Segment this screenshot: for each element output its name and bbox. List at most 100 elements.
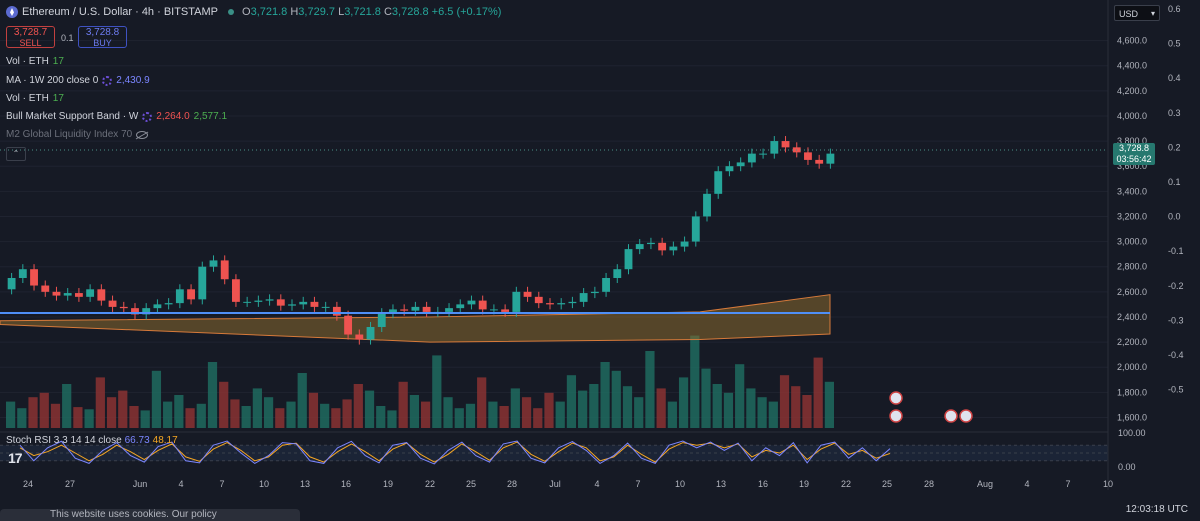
stoch-d-line [19,441,891,463]
volume-bar [667,401,677,428]
stoch-rsi-legend[interactable]: Stoch RSI 3 3 14 14 close 66.73 48.17 [6,435,178,446]
tradingview-logo[interactable]: 17 [8,450,23,466]
volume-bar [331,408,341,428]
secondary-tick-label: 0.3 [1168,108,1181,118]
time-tick-label: 28 [924,479,934,489]
volume-bar [690,335,700,428]
ohlc-values: O3,721.8 H3,729.7 L3,721.8 C3,728.8 +6.5… [242,6,502,18]
time-tick-label: 7 [635,479,640,489]
candle-body [826,153,835,164]
volume-bar [656,388,666,428]
candle-body [478,300,487,310]
indicator-bull-band[interactable]: Bull Market Support Band · W 2,264.0 2,5… [6,111,228,122]
candle-body [232,279,240,302]
candle-body [97,289,106,301]
volume-bar [342,399,352,428]
indicator-volume[interactable]: Vol · ETH 17 [6,56,64,67]
candle-body [119,306,128,309]
indicator-volume-2[interactable]: Vol · ETH 17 [6,93,64,104]
candle-body [52,291,61,296]
candle-body [691,216,700,242]
economic-event-icon [959,409,973,423]
volume-bar [174,395,184,428]
last-price-tag: 3,728.8 03:56:42 [1113,143,1155,165]
candle-body [7,277,16,290]
volume-bar [6,401,16,428]
market-status-icon [228,9,235,15]
volume-bar [118,390,128,428]
candle-body [602,277,610,292]
candle-body [108,300,117,307]
price-tick-label: 3,200.0 [1117,211,1147,221]
candle-body [276,299,285,306]
candle-body [254,300,263,302]
time-tick-label: 16 [341,479,351,489]
spread-value: 0.1 [61,33,74,43]
candle-body [131,308,139,315]
secondary-tick-label: -0.4 [1168,350,1184,360]
volume-bar [746,388,756,428]
volume-bar [768,401,778,428]
volume-bar [84,409,94,428]
volume-bar [219,381,229,428]
stoch-k-line [19,440,891,465]
utc-clock[interactable]: 12:03:18 UTC [1125,504,1188,515]
symbol-title[interactable]: Ethereum / U.S. Dollar · 4h · BITSTAMP [22,6,219,18]
indicator-m2-liquidity[interactable]: M2 Global Liquidity Index 70 [6,129,149,140]
volume-bar [600,362,610,428]
candle-body [198,266,207,300]
collapse-legend-button[interactable]: ⌃ [6,147,26,161]
volume-bar [701,368,711,428]
time-tick-label: 28 [507,479,517,489]
time-tick-label: 16 [758,479,768,489]
volume-bar [39,392,49,428]
time-tick-label: 4 [1024,479,1029,489]
sell-button[interactable]: 3,728.7 SELL [6,26,55,48]
price-tick-label: 2,400.0 [1117,312,1147,322]
secondary-tick-label: -0.5 [1168,385,1184,395]
time-tick-label: 27 [65,479,75,489]
candle-body [366,326,375,340]
time-tick-label: 10 [675,479,685,489]
candle-body [63,293,72,296]
candle-body [400,309,409,311]
volume-bar [779,375,790,428]
volume-bar [196,403,206,428]
economic-event-icon [889,409,903,423]
volume-bar [387,410,397,428]
volume-bar [409,395,419,428]
time-tick-label: 25 [466,479,476,489]
price-tick-label: 2,800.0 [1117,262,1147,272]
candle-body [579,293,588,302]
indicator-ma[interactable]: MA · 1W 200 close 0 2,430.9 [6,75,150,86]
hidden-eye-icon[interactable] [136,130,149,139]
secondary-tick-label: -0.3 [1168,315,1184,325]
candle-body [557,303,566,305]
volume-bar [252,388,262,428]
buy-button[interactable]: 3,728.8 BUY [78,26,127,48]
volume-bar [140,410,150,428]
volume-bar [499,406,509,428]
price-tick-label: 3,600.0 [1117,161,1147,171]
candle-body [86,289,95,297]
time-tick-label: 10 [259,479,269,489]
volume-bar [477,377,487,428]
candle-body [344,315,353,335]
volume-bar [488,401,498,428]
volume-bar [712,384,722,428]
candle-body [658,242,667,251]
currency-select[interactable]: USD [1114,5,1160,22]
volume-bar [791,386,801,428]
candle-body [568,301,577,304]
volume-bar [263,397,274,428]
price-tick-label: 1,600.0 [1117,412,1147,422]
candle-body [18,269,27,278]
volume-bar [129,406,139,428]
gear-icon[interactable] [102,75,113,86]
secondary-tick-label: 0.5 [1168,39,1181,49]
gear-icon[interactable] [142,111,153,122]
candle-body [187,289,195,300]
volume-bar [185,408,195,428]
time-tick-label: 4 [594,479,599,489]
